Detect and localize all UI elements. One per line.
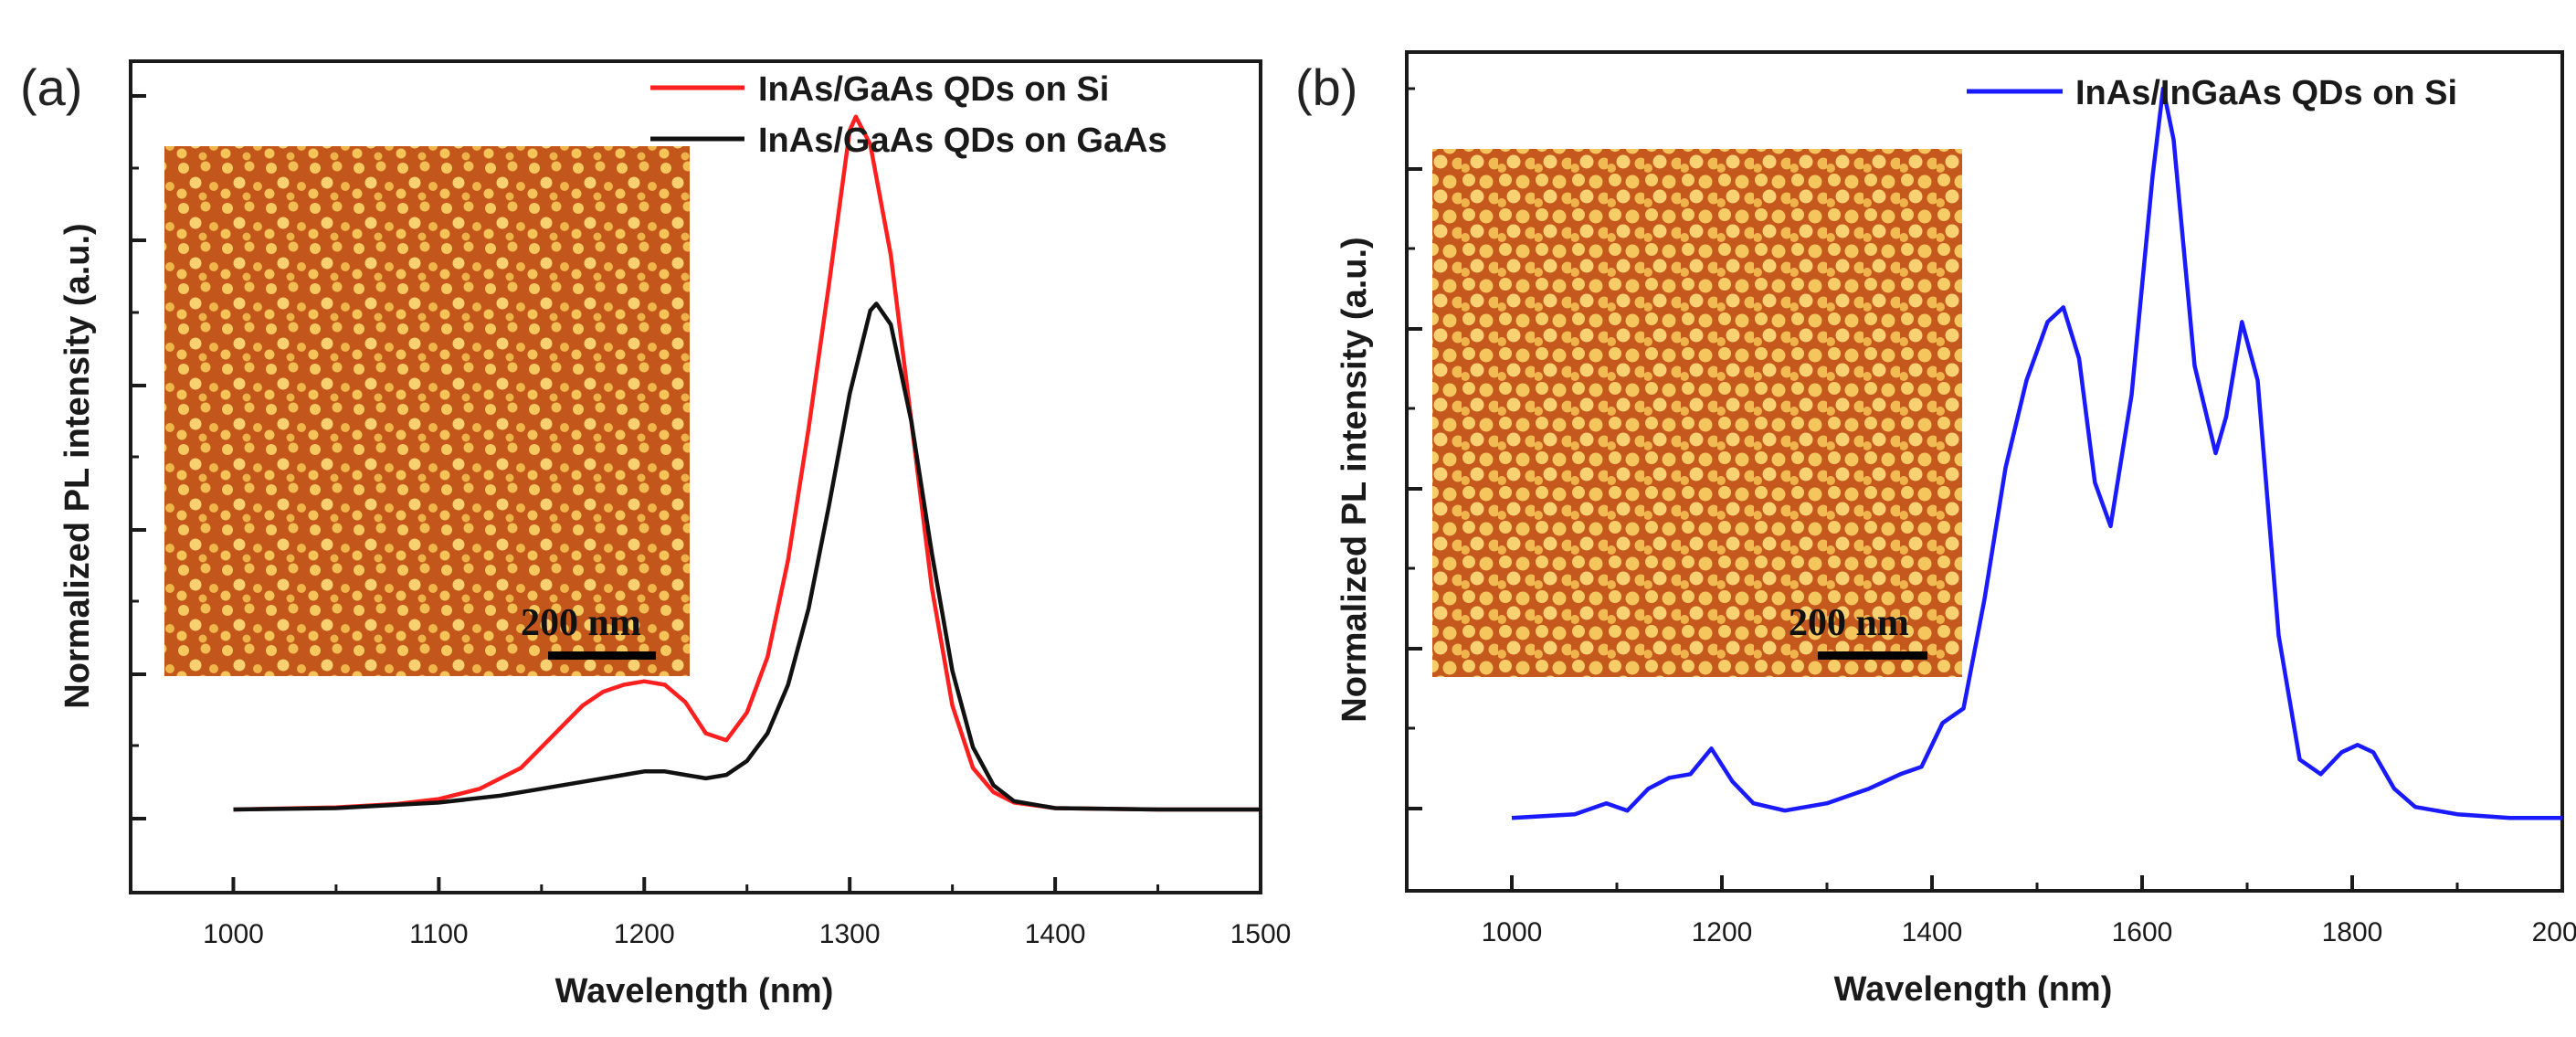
panel-b-afm-image <box>1432 149 1962 677</box>
panel-a-legend-label-gaas: InAs/GaAs QDs on GaAs <box>758 122 1167 160</box>
panel-a-x-tick-label: 1000 <box>203 919 264 949</box>
panel-b-x-tick-label: 1600 <box>2112 917 2173 947</box>
panel-a-y-axis-title: Normalized PL intensity (a.u.) <box>58 223 97 708</box>
panel-b-afm-inset: 200 nm <box>1432 149 1962 677</box>
panel-b-x-tick-label: 2000 <box>2532 917 2576 947</box>
panel-b-series <box>1511 86 2562 820</box>
panel-b-legend: InAs/InGaAs QDs on Si <box>1967 74 2457 112</box>
panel-a-plot-frame <box>129 59 1262 894</box>
panel-b-series-ingaas <box>1511 86 2562 820</box>
panel-a-x-tick-label: 1400 <box>1025 919 1086 949</box>
panel-b-x-tick-label: 1000 <box>1482 917 1543 947</box>
panel-b-y-axis-title: Normalized PL intensity (a.u.) <box>1336 237 1374 722</box>
panel-a-x-tick-label: 1300 <box>819 919 881 949</box>
panel-b-x-ticks: 1000 1200 1400 1600 1800 2000 <box>1482 875 2576 947</box>
panel-a-legend: InAs/GaAs QDs on Si InAs/GaAs QDs on GaA… <box>650 70 1167 160</box>
panel-a-x-tick-label: 1200 <box>614 919 675 949</box>
panel-b: (b) 1000 1200 1400 1600 1800 2000 Wavelength … <box>1295 50 2576 1009</box>
panel-b-x-tick-label: 1400 <box>1902 917 1963 947</box>
panel-b-plot-frame <box>1405 50 2564 893</box>
panel-b-y-ticks <box>1407 87 1422 810</box>
panel-b-scale-bar-label: 200 nm <box>1789 602 1909 644</box>
panel-a-x-tick-label: 1100 <box>409 919 469 949</box>
panel-a-series <box>233 114 1261 812</box>
panel-a-series-gaas <box>233 302 1261 812</box>
panel-b-x-tick-label: 1200 <box>1692 917 1753 947</box>
panel-a-x-tick-label: 1500 <box>1230 919 1292 949</box>
panel-b-scale-bar <box>1818 651 1927 660</box>
panel-a-afm-image <box>164 146 690 676</box>
panel-a-series-si <box>233 114 1261 812</box>
panel-a-scale-bar-label: 200 nm <box>521 602 641 644</box>
panel-a-label: (a) <box>20 58 82 116</box>
panel-a-x-axis-title: Wavelength (nm) <box>555 972 834 1011</box>
panel-a-x-ticks: 1000 1100 1200 1300 1400 1500 <box>203 877 1291 949</box>
panel-b-legend-label: InAs/InGaAs QDs on Si <box>2075 74 2457 112</box>
panel-a-y-ticks <box>131 94 146 820</box>
panel-a: (a) 1000 1100 1200 1300 1400 1500 Wavelength … <box>20 58 1291 1011</box>
panel-a-legend-label-si: InAs/GaAs QDs on Si <box>758 70 1109 109</box>
panel-a-afm-inset: 200 nm <box>164 146 690 676</box>
panel-b-x-axis-title: Wavelength (nm) <box>1834 970 2113 1009</box>
panel-a-scale-bar <box>548 651 656 660</box>
panel-b-label: (b) <box>1295 58 1357 116</box>
panel-b-x-tick-label: 1800 <box>2322 917 2383 947</box>
